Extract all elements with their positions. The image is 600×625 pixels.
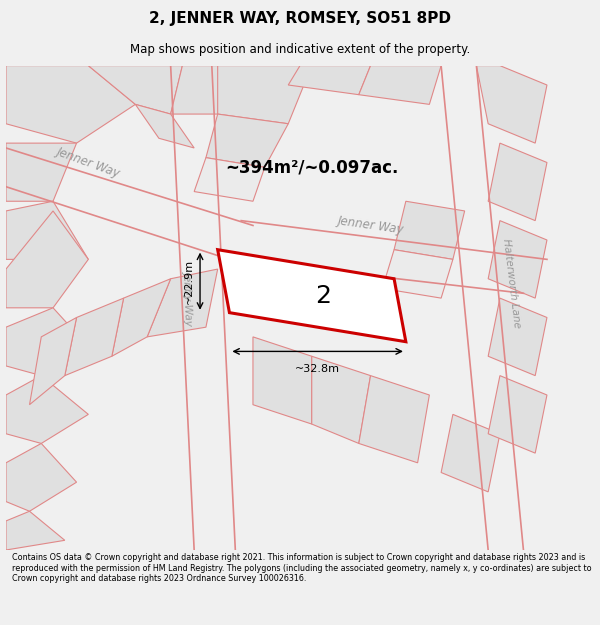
Polygon shape — [29, 318, 77, 405]
Polygon shape — [6, 511, 65, 550]
Polygon shape — [394, 201, 464, 259]
Polygon shape — [382, 249, 453, 298]
Polygon shape — [65, 298, 124, 376]
Text: Contains OS data © Crown copyright and database right 2021. This information is : Contains OS data © Crown copyright and d… — [12, 553, 592, 583]
Text: 2, JENNER WAY, ROMSEY, SO51 8PD: 2, JENNER WAY, ROMSEY, SO51 8PD — [149, 11, 451, 26]
Polygon shape — [194, 158, 265, 201]
Polygon shape — [6, 308, 88, 376]
Text: Jenner Way: Jenner Way — [55, 145, 122, 180]
Polygon shape — [359, 376, 430, 462]
Polygon shape — [359, 66, 441, 104]
Text: ~32.8m: ~32.8m — [295, 364, 340, 374]
Polygon shape — [6, 143, 77, 201]
Text: Halterworth Lane: Halterworth Lane — [501, 238, 522, 329]
Polygon shape — [112, 279, 170, 356]
Polygon shape — [441, 414, 500, 492]
Polygon shape — [488, 298, 547, 376]
Text: ~22.9m: ~22.9m — [184, 259, 194, 304]
Polygon shape — [6, 376, 88, 444]
Text: ~394m²/~0.097ac.: ~394m²/~0.097ac. — [225, 158, 398, 176]
Polygon shape — [218, 249, 406, 342]
Polygon shape — [488, 221, 547, 298]
Polygon shape — [206, 114, 288, 168]
Polygon shape — [136, 104, 194, 148]
Polygon shape — [6, 444, 77, 511]
Polygon shape — [476, 66, 547, 143]
Polygon shape — [488, 376, 547, 453]
Polygon shape — [6, 66, 136, 143]
Polygon shape — [312, 356, 371, 444]
Polygon shape — [488, 143, 547, 221]
Text: Jenby Way: Jenby Way — [182, 271, 194, 326]
Polygon shape — [170, 66, 300, 114]
Polygon shape — [6, 211, 88, 308]
Polygon shape — [218, 66, 312, 124]
Polygon shape — [288, 66, 371, 94]
Polygon shape — [6, 201, 88, 259]
Text: Map shows position and indicative extent of the property.: Map shows position and indicative extent… — [130, 42, 470, 56]
Polygon shape — [88, 66, 182, 114]
Polygon shape — [253, 337, 312, 424]
Polygon shape — [147, 269, 218, 337]
Text: Jenner Way: Jenner Way — [337, 214, 404, 236]
Text: 2: 2 — [316, 284, 332, 308]
